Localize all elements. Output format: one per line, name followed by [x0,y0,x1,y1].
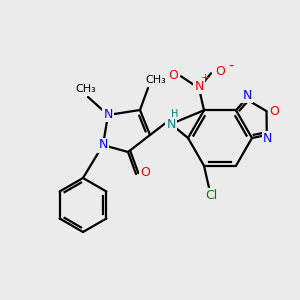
Text: N: N [98,139,108,152]
Text: CH₃: CH₃ [76,84,96,94]
Text: O: O [270,105,280,118]
Text: N: N [242,89,252,103]
Text: O: O [168,69,178,82]
Text: O: O [215,65,225,78]
Text: N: N [103,107,113,121]
Text: N: N [263,131,272,145]
Text: N: N [194,80,204,93]
Text: Cl: Cl [205,189,217,202]
Text: CH₃: CH₃ [146,75,167,85]
Text: N: N [166,118,176,130]
Text: -: - [229,60,233,74]
Text: O: O [140,167,150,179]
Text: H: H [171,109,179,119]
Text: +: + [200,73,210,83]
